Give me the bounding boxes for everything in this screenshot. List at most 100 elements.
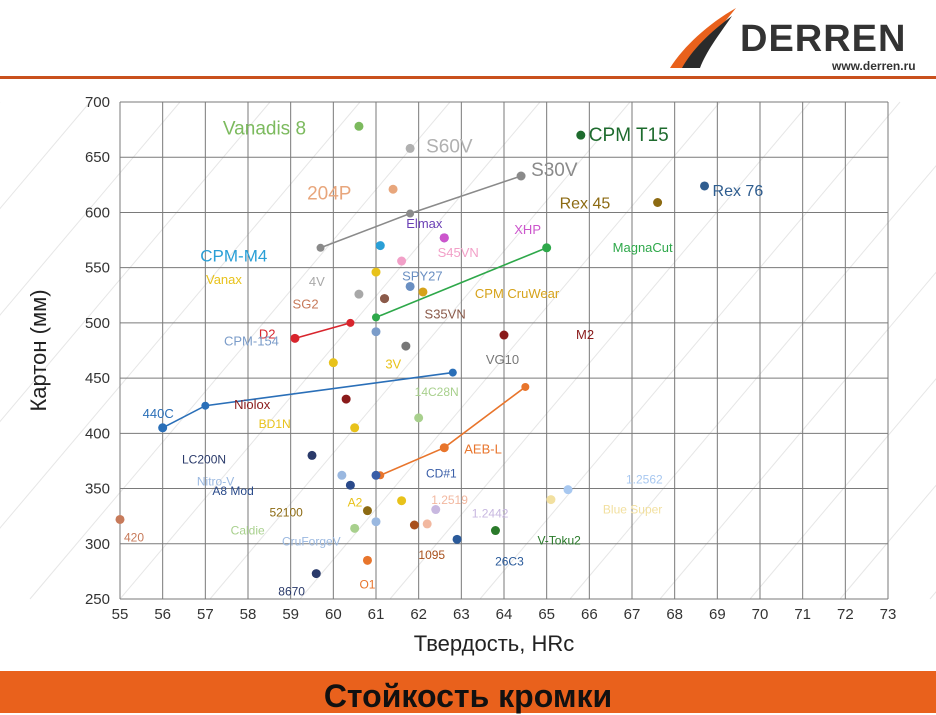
point-label: MagnaCut [613,240,673,255]
point-label: Rex 45 [560,196,611,213]
data-point [653,198,663,208]
data-point [362,506,372,516]
brand-url: www.derren.ru [832,59,916,73]
diagonal-guide [0,101,181,316]
data-point [422,519,432,529]
range-point [346,318,355,327]
point-label: Niolox [234,397,271,412]
data-point [546,495,556,505]
point-label: D2 [259,326,276,341]
y-tick-label: 450 [85,370,110,387]
data-point [388,184,398,194]
point-label: 420 [124,530,144,544]
diagonal-guide [29,101,451,600]
range-point [448,368,457,377]
y-tick-label: 550 [85,260,110,277]
x-tick-label: 65 [538,606,555,623]
point-label: SPY27 [402,268,442,283]
x-tick-label: 69 [709,606,726,623]
data-point [414,413,424,423]
point-label: A8 Mod [212,484,253,498]
range-line-magnacut [375,247,547,319]
data-point [397,496,407,506]
point-label: 1095 [418,548,445,562]
data-point [371,267,381,277]
x-tick-label: 63 [453,606,470,623]
point-label: S35VN [425,307,466,322]
point-label: LC200N [182,452,226,466]
range-point [201,401,210,410]
data-point [362,555,372,565]
data-point [350,423,360,433]
point-label: CPM-154 [224,334,279,349]
data-point [337,470,347,480]
point-label: Rex 76 [713,183,764,200]
data-point [350,523,360,533]
point-label: 4V [309,274,325,289]
point-label: AEB-L [464,442,502,457]
x-tick-label: 58 [240,606,257,623]
chart-area: 55 56 57 58 59 60 61 62 63 64 65 66 67 68 69 70 71 72 73 25… [0,80,936,670]
diagonal-guide [569,165,936,600]
point-label: VG10 [486,352,519,367]
diagonal-guide [929,591,936,600]
x-tick-label: 61 [368,606,385,623]
data-point [375,241,385,251]
data-point [328,358,338,368]
x-tick-label: 67 [624,606,641,623]
range-point [406,209,415,218]
point-label: S30V [531,160,578,181]
data-point [431,505,441,515]
x-tick-label: 55 [112,606,129,623]
data-point [439,233,449,243]
y-tick-label: 300 [85,536,110,553]
point-label: CPM CruWear [475,286,560,301]
x-tick-label: 57 [197,606,214,623]
data-point [307,450,317,460]
point-label: CruForgeV [282,535,341,549]
data-point [452,534,462,544]
data-point [371,470,381,480]
data-point [158,423,168,433]
diagonal-guide [119,101,541,600]
diagonal-guide [0,101,361,529]
point-label: 8670 [278,585,305,599]
point-label: 204P [307,183,351,204]
point-label: O1 [359,577,375,591]
y-tick-label: 250 [85,591,110,608]
point-label: BD1N [259,417,291,431]
range-line-440c [162,371,453,429]
x-tick-label: 59 [282,606,299,623]
data-point [371,517,381,527]
diagonal-guide [839,484,936,600]
data-point [405,281,415,291]
header-divider [0,76,936,79]
range-point [372,313,380,322]
data-point [115,514,125,524]
point-label: CD#1 [426,466,457,480]
edge-retention-chart: 55 56 57 58 59 60 61 62 63 64 65 66 67 68 69 70 71 72 73 25… [0,94,936,656]
x-tick-label: 62 [410,606,427,623]
point-label: 52100 [269,506,303,520]
diagonal-guide [209,101,631,600]
data-point [418,287,428,297]
x-tick-label: 68 [666,606,683,623]
data-point [409,520,419,530]
point-label: M2 [576,327,594,342]
y-tick-label: 650 [85,149,110,166]
data-point [354,121,364,131]
point-label: 26C3 [495,554,524,568]
y-tick-label: 500 [85,315,110,332]
point-label: 14C28N [415,385,459,399]
point-label: V-Toku2 [537,534,581,548]
point-label: A2 [348,496,363,510]
point-label: Vanadis 8 [223,118,306,139]
data-point [371,327,381,337]
x-tick-label: 60 [325,606,342,623]
diagonal-guide [299,101,721,600]
x-tick-label: 70 [752,606,769,623]
diagonal-guide [389,101,811,600]
data-point [490,526,500,536]
diagonal-guide [0,101,91,210]
point-label: Caldie [231,523,265,537]
